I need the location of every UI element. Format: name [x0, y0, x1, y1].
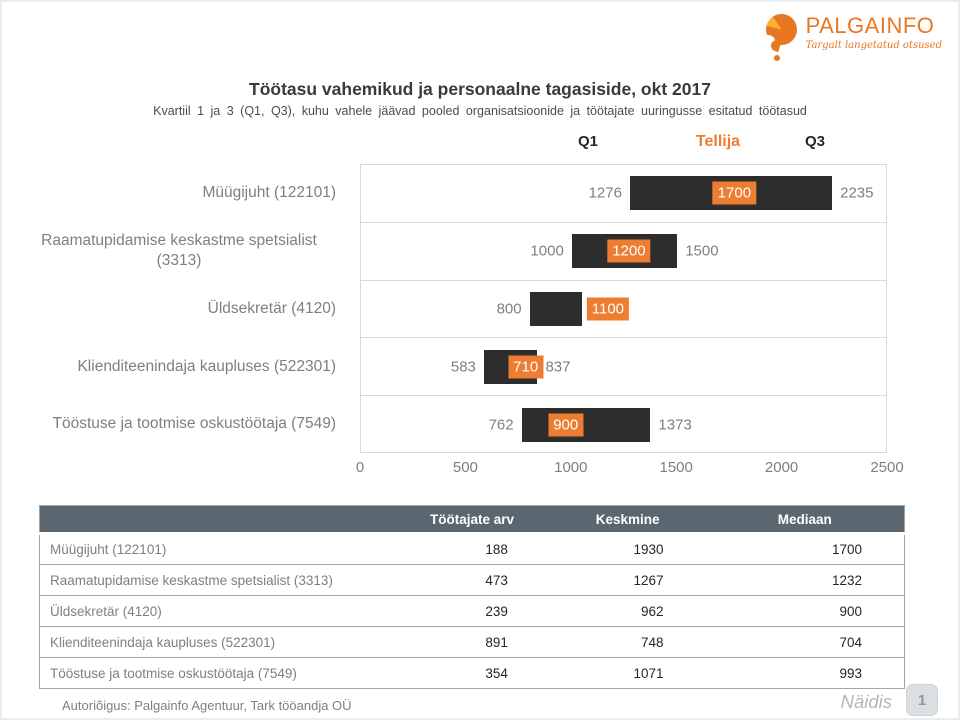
table-cell-value: 188 [394, 533, 550, 565]
category-label: Raamatupidamise keskastme spetsialist (3… [22, 222, 336, 280]
table-cell-value: 962 [549, 595, 706, 627]
copyright-text: Autoriõigus: Palgainfo Agentuur, Tark tö… [62, 698, 352, 713]
category-label: Üldsekretär (4120) [22, 280, 336, 338]
table-cell-value: 704 [705, 626, 905, 658]
table-row: Üldsekretär (4120) 239 962 900 [39, 595, 905, 627]
table-row: Klienditeenindaja kaupluses (522301) 891 7… [39, 626, 905, 658]
category-label-text: Müügijuht (122101) [202, 184, 336, 202]
page-title: Töötasu vahemikud ja personaalne tagasis… [249, 79, 711, 99]
palgainfo-logo: PALGAINFO Targalt langetatud otsused [761, 13, 942, 62]
logo-text-block: PALGAINFO Targalt langetatud otsused [805, 13, 942, 52]
table-cell-value: 891 [394, 626, 550, 658]
table-cell-value: 1071 [633, 665, 664, 681]
question-mark-icon [761, 14, 799, 62]
logo-tagline: Targalt langetatud otsused [805, 40, 942, 52]
table-cell-value: 1930 [549, 533, 706, 565]
legend-tellija: Tellija [695, 133, 741, 150]
category-label-text: Raamatupidamise keskastme spetsialist (3… [41, 232, 317, 269]
x-tick-label: 500 [452, 459, 478, 476]
table-row-label: Klienditeenindaja kaupluses (522301) [39, 626, 395, 658]
x-tick-label: 1000 [554, 459, 588, 476]
table-row: Tööstuse ja tootmise oskustöötaja (7549)… [40, 658, 905, 689]
table-row-label: Üldsekretär (4120) [39, 595, 395, 627]
category-label-text: Tööstuse ja tootmise oskustöötaja (7549) [52, 415, 336, 433]
q3-value-label: 837 [545, 358, 571, 376]
chart-row: 583 837 710 [361, 338, 886, 397]
plot-area: 1276 2235 1700 1000 1500 1200 800 1100 583 837 710… [360, 164, 887, 453]
table-cell-value: 239 [394, 595, 550, 627]
table-row: Müügijuht (122101) 188 1930 1700 [39, 533, 905, 565]
quartile-range-bar [529, 291, 583, 326]
category-label-text: Klienditeenindaja kaupluses (522301) [77, 357, 336, 375]
table-row-label: Müügijuht (122101) [39, 533, 395, 565]
table-cell-value: 748 [549, 626, 706, 658]
x-tick-label: 2000 [764, 459, 799, 476]
tellija-value-badge: 1200 [607, 239, 651, 263]
q3-value-label: 1500 [685, 242, 719, 260]
category-label-text: Üldsekretär (4120) [207, 299, 336, 317]
logo-name: PALGAINFO [805, 13, 935, 38]
category-label: Klienditeenindaja kaupluses (522301) [22, 337, 336, 395]
q1-value-label: 800 [496, 300, 522, 318]
table-cell-value: 1267 [549, 564, 706, 596]
table-cell-value: 993 [839, 665, 862, 681]
x-axis: 0 500 1000 1500 2000 2500 [356, 459, 904, 477]
legend-q1: Q1 [577, 133, 599, 150]
tellija-value-badge: 1700 [712, 181, 757, 205]
table-cell-value: 473 [394, 564, 550, 596]
quartile-range-bar [521, 408, 651, 443]
table-row: Raamatupidamise keskastme spetsialist (3… [39, 564, 905, 596]
x-tick-label: 2500 [870, 459, 904, 476]
watermark-text: Näidis [840, 691, 892, 712]
q1-value-label: 583 [450, 358, 476, 376]
title-block: Töötasu vahemikud ja personaalne tagasis… [2, 79, 958, 118]
chart-row: 1276 2235 1700 [361, 165, 886, 223]
summary-table: Töötajate arv Keskmine Mediaan Müügijuht… [39, 505, 905, 689]
tellija-value-badge: 1100 [586, 297, 630, 321]
table-row-label: Raamatupidamise keskastme spetsialist (3… [39, 564, 395, 596]
table-body: Müügijuht (122101) 188 1930 1700 Raamatupida… [39, 533, 905, 689]
table-header-keskmine: Keskmine [549, 505, 706, 535]
category-label: Tööstuse ja tootmise oskustöötaja (7549) [22, 395, 336, 453]
page-number-badge: 1 [906, 684, 938, 716]
table-cell-value: 1232 [705, 564, 905, 596]
table-cell-value: 354 [485, 665, 508, 681]
q3-value-label: 1373 [658, 416, 692, 434]
chart-row: 1000 1500 1200 [361, 223, 886, 281]
table-row-label: Tööstuse ja tootmise oskustöötaja (7549) [50, 665, 297, 681]
table-header-mediaan: Mediaan [705, 505, 905, 535]
category-labels: Müügijuht (122101) Raamatupidamise keskas… [22, 164, 348, 453]
legend-q3: Q3 [804, 133, 826, 150]
chart-row: 762 1373 900 [361, 396, 886, 454]
q1-value-label: 1276 [588, 184, 622, 202]
q1-value-label: 1000 [530, 242, 564, 260]
q1-value-label: 762 [488, 416, 514, 434]
chart-row: 800 1100 [361, 281, 886, 339]
table-cell-value: 900 [705, 595, 905, 627]
table-header-empty [39, 505, 395, 535]
table-cell-value: 1700 [705, 533, 905, 565]
table-header-row: Töötajate arv Keskmine Mediaan [39, 505, 905, 535]
category-label: Müügijuht (122101) [22, 164, 336, 222]
x-tick-label: 0 [355, 459, 365, 476]
table-header-tootajate-arv: Töötajate arv [394, 505, 550, 535]
page-subtitle: Kvartiil 1 ja 3 (Q1, Q3), kuhu vahele jä… [153, 104, 807, 118]
tellija-value-badge: 900 [548, 413, 584, 437]
page-number: 1 [917, 691, 927, 709]
tellija-value-badge: 710 [508, 355, 544, 379]
x-tick-label: 1500 [659, 459, 693, 476]
q3-value-label: 2235 [840, 184, 874, 202]
